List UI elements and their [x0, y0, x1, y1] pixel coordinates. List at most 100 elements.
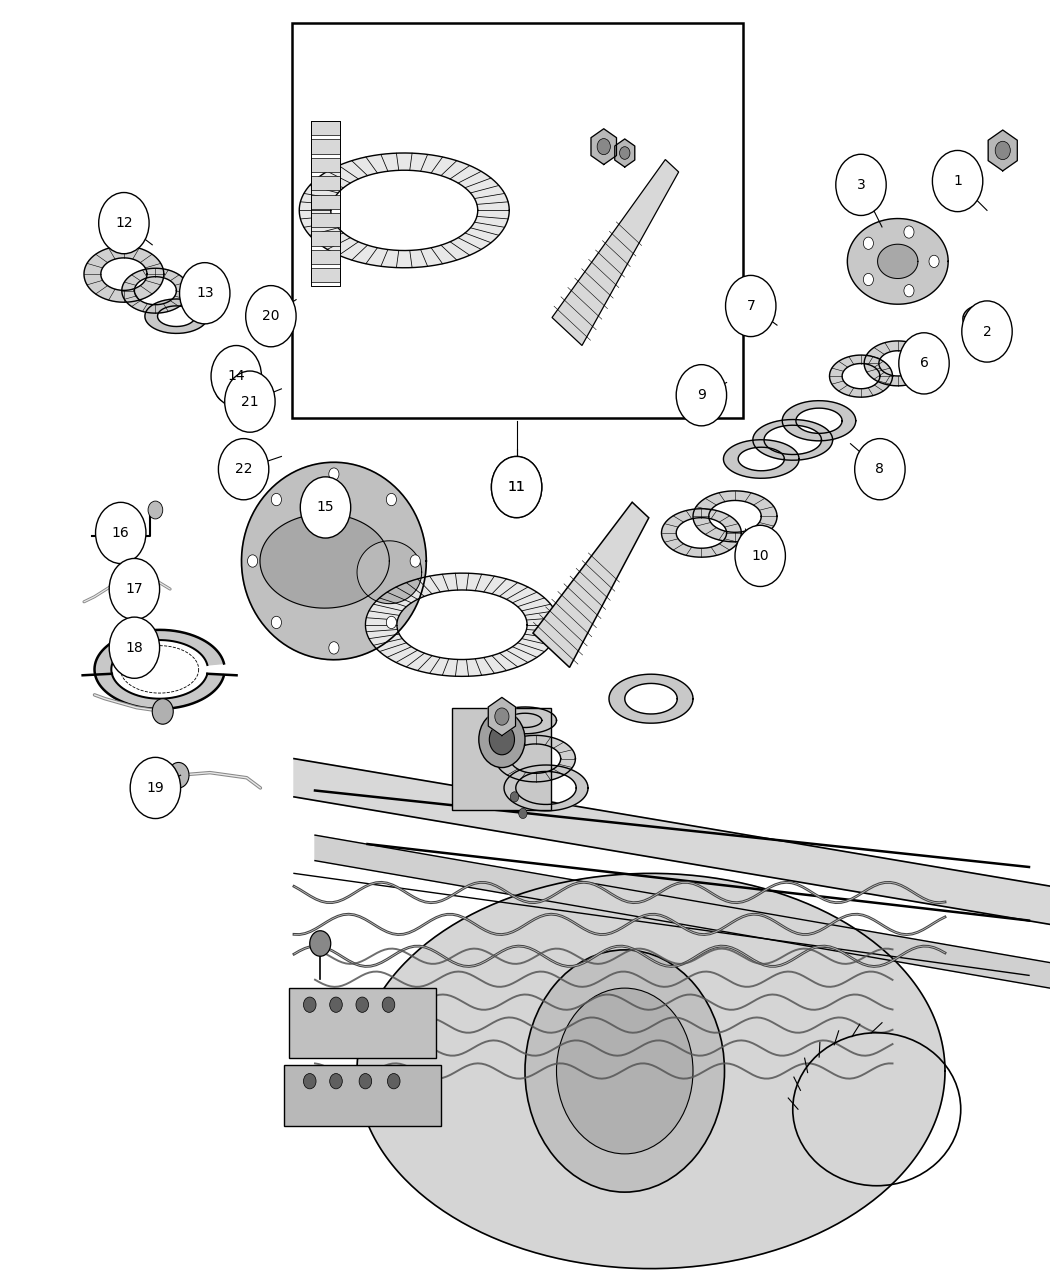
Circle shape	[479, 711, 525, 768]
Polygon shape	[864, 340, 931, 386]
Circle shape	[519, 808, 527, 819]
Bar	[311, 176, 340, 190]
Circle shape	[386, 493, 397, 506]
Polygon shape	[988, 130, 1017, 171]
Polygon shape	[693, 491, 777, 542]
Circle shape	[99, 193, 149, 254]
Circle shape	[510, 792, 519, 802]
Circle shape	[96, 502, 146, 564]
Circle shape	[310, 931, 331, 956]
Circle shape	[356, 997, 369, 1012]
Circle shape	[215, 376, 236, 402]
Circle shape	[932, 150, 983, 212]
Polygon shape	[533, 502, 649, 667]
Circle shape	[489, 724, 514, 755]
Text: 7: 7	[747, 300, 755, 312]
Circle shape	[904, 284, 914, 297]
Circle shape	[246, 286, 296, 347]
Polygon shape	[723, 440, 799, 478]
Circle shape	[556, 988, 693, 1154]
Circle shape	[148, 501, 163, 519]
Text: 1: 1	[953, 175, 962, 187]
Bar	[311, 250, 340, 264]
Bar	[311, 231, 340, 246]
Polygon shape	[315, 835, 1050, 988]
Bar	[284, 1065, 441, 1126]
Circle shape	[899, 333, 949, 394]
Polygon shape	[494, 708, 556, 733]
Circle shape	[180, 263, 230, 324]
Text: 19: 19	[147, 782, 164, 794]
Polygon shape	[260, 514, 390, 608]
Polygon shape	[614, 139, 635, 167]
Text: 6: 6	[920, 357, 928, 370]
Circle shape	[962, 301, 1012, 362]
Polygon shape	[782, 400, 856, 441]
Text: 13: 13	[196, 287, 213, 300]
Bar	[0, 0, 1050, 682]
Polygon shape	[242, 463, 426, 659]
Circle shape	[836, 154, 886, 215]
Circle shape	[620, 147, 630, 159]
Bar	[289, 988, 436, 1058]
Polygon shape	[963, 305, 1001, 333]
Bar	[452, 708, 551, 810]
Circle shape	[303, 997, 316, 1012]
Circle shape	[495, 708, 509, 725]
Polygon shape	[496, 736, 575, 782]
Polygon shape	[878, 245, 918, 278]
Bar	[311, 158, 340, 172]
Circle shape	[271, 493, 281, 506]
Bar	[311, 139, 340, 154]
Circle shape	[248, 555, 257, 567]
Bar	[311, 195, 340, 209]
Polygon shape	[662, 509, 741, 557]
Polygon shape	[591, 129, 616, 164]
Circle shape	[300, 477, 351, 538]
Circle shape	[218, 439, 269, 500]
Circle shape	[597, 139, 610, 154]
Text: 16: 16	[112, 527, 129, 539]
Text: 10: 10	[752, 550, 769, 562]
Circle shape	[863, 237, 874, 250]
Circle shape	[168, 762, 189, 788]
Circle shape	[491, 456, 542, 518]
Text: 2: 2	[983, 325, 991, 338]
Text: 21: 21	[242, 395, 258, 408]
Polygon shape	[847, 218, 948, 305]
Circle shape	[382, 997, 395, 1012]
Text: 11: 11	[508, 481, 525, 493]
Text: 3: 3	[857, 179, 865, 191]
Circle shape	[929, 255, 939, 268]
Circle shape	[525, 950, 724, 1192]
Circle shape	[855, 439, 905, 500]
Text: 22: 22	[235, 463, 252, 476]
Circle shape	[995, 142, 1010, 159]
Circle shape	[386, 616, 397, 629]
Text: 11: 11	[508, 481, 525, 493]
Polygon shape	[609, 674, 693, 723]
Polygon shape	[504, 765, 588, 811]
Text: 17: 17	[126, 583, 143, 595]
Polygon shape	[357, 873, 945, 1269]
Circle shape	[303, 1074, 316, 1089]
Bar	[311, 121, 340, 135]
Circle shape	[863, 273, 874, 286]
Bar	[311, 268, 340, 282]
Polygon shape	[122, 268, 189, 314]
Polygon shape	[94, 630, 224, 709]
Polygon shape	[488, 697, 516, 736]
Bar	[311, 213, 340, 227]
Circle shape	[329, 468, 339, 481]
Polygon shape	[84, 246, 164, 302]
Text: 15: 15	[317, 501, 334, 514]
Circle shape	[726, 275, 776, 337]
Circle shape	[330, 1074, 342, 1089]
Circle shape	[211, 346, 261, 407]
Polygon shape	[753, 419, 833, 460]
Circle shape	[330, 997, 342, 1012]
Circle shape	[329, 641, 339, 654]
Bar	[292, 23, 743, 418]
Circle shape	[735, 525, 785, 586]
Polygon shape	[365, 574, 559, 676]
